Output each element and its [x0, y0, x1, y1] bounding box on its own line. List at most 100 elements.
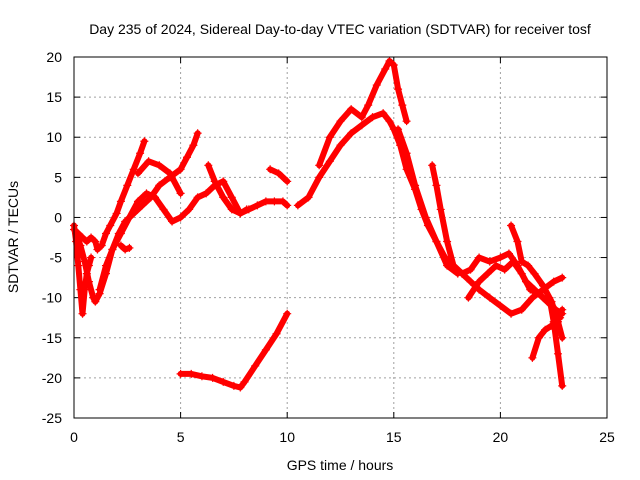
- data-point: [558, 273, 567, 282]
- data-point: [315, 161, 324, 170]
- x-tick-label: 0: [70, 429, 78, 445]
- data-point: [283, 177, 292, 186]
- data-point: [108, 245, 117, 254]
- data-point: [539, 281, 548, 290]
- x-tick-label: 10: [279, 429, 295, 445]
- data-point: [189, 141, 198, 150]
- data-point: [530, 269, 539, 278]
- data-point: [500, 265, 509, 274]
- data-point: [125, 243, 134, 252]
- y-tick-label: 5: [54, 169, 62, 185]
- data-point: [129, 165, 138, 174]
- data-point: [101, 229, 110, 238]
- series-band: [205, 162, 250, 217]
- data-point: [91, 237, 100, 246]
- data-point: [534, 333, 543, 342]
- data-point: [187, 369, 196, 378]
- data-point: [125, 213, 134, 222]
- data-point: [155, 181, 164, 190]
- data-point: [436, 205, 445, 214]
- data-point: [136, 149, 145, 158]
- series-track-l: [394, 125, 567, 318]
- data-point: [517, 305, 526, 314]
- data-point: [475, 277, 484, 286]
- data-point: [93, 245, 102, 254]
- series-track-c: [70, 221, 96, 318]
- data-point: [274, 169, 283, 178]
- y-axis-label: SDTVAR / TECUs: [5, 181, 21, 293]
- data-point: [558, 381, 567, 390]
- data-point: [151, 193, 160, 202]
- data-point: [545, 293, 554, 302]
- series-track-k: [315, 57, 411, 170]
- data-point: [202, 189, 211, 198]
- data-point: [432, 237, 441, 246]
- data-point: [381, 65, 390, 74]
- data-point: [270, 197, 279, 206]
- data-point: [483, 269, 492, 278]
- data-point: [112, 209, 121, 218]
- x-axis-label: GPS time / hours: [287, 457, 394, 473]
- series-track-a: [70, 137, 149, 254]
- series-track-g: [204, 161, 251, 218]
- data-point: [293, 201, 302, 210]
- data-point: [357, 121, 366, 130]
- data-point: [458, 269, 467, 278]
- data-point: [524, 261, 533, 270]
- data-point: [219, 193, 228, 202]
- data-point: [283, 201, 292, 210]
- data-point: [347, 129, 356, 138]
- data-point: [227, 205, 236, 214]
- series-band: [96, 178, 291, 293]
- data-point: [394, 125, 403, 134]
- data-point: [421, 213, 430, 222]
- data-point: [526, 285, 535, 294]
- data-point: [379, 109, 388, 118]
- data-point: [389, 61, 398, 70]
- x-tick-label: 25: [599, 429, 615, 445]
- y-tick-label: -20: [42, 370, 62, 386]
- data-point: [87, 253, 96, 262]
- series-track-h: [176, 309, 292, 392]
- data-point: [558, 305, 567, 314]
- data-series: [70, 57, 567, 392]
- data-point: [336, 141, 345, 150]
- data-point: [121, 245, 130, 254]
- data-point: [315, 173, 324, 182]
- data-point: [227, 193, 236, 202]
- y-tick-label: 0: [54, 209, 62, 225]
- data-point: [347, 105, 356, 114]
- data-point: [517, 257, 526, 266]
- data-point: [357, 113, 366, 122]
- data-point: [466, 265, 475, 274]
- data-point: [78, 309, 87, 318]
- data-point: [385, 57, 394, 66]
- data-point: [176, 369, 185, 378]
- y-tick-label: -25: [42, 410, 62, 426]
- data-point: [165, 169, 174, 178]
- data-point: [197, 372, 206, 381]
- data-point: [432, 181, 441, 190]
- y-tick-label: 20: [46, 49, 62, 65]
- plot-frame: [73, 56, 608, 419]
- series-band: [294, 110, 461, 277]
- series-track-i: [266, 165, 292, 186]
- data-point: [492, 261, 501, 270]
- data-point: [558, 333, 567, 342]
- data-point: [219, 377, 228, 386]
- data-point: [517, 269, 526, 278]
- y-tick-label: -15: [42, 330, 62, 346]
- data-point: [229, 381, 238, 390]
- data-point: [97, 241, 106, 250]
- data-point: [89, 293, 98, 302]
- data-point: [82, 269, 91, 278]
- data-point: [368, 113, 377, 122]
- data-point: [440, 253, 449, 262]
- data-point: [394, 85, 403, 94]
- data-point: [74, 261, 83, 270]
- series-band: [529, 306, 566, 361]
- data-point: [123, 181, 132, 190]
- y-tick-label: -5: [50, 250, 63, 266]
- series-band: [71, 138, 148, 253]
- data-point: [185, 205, 194, 214]
